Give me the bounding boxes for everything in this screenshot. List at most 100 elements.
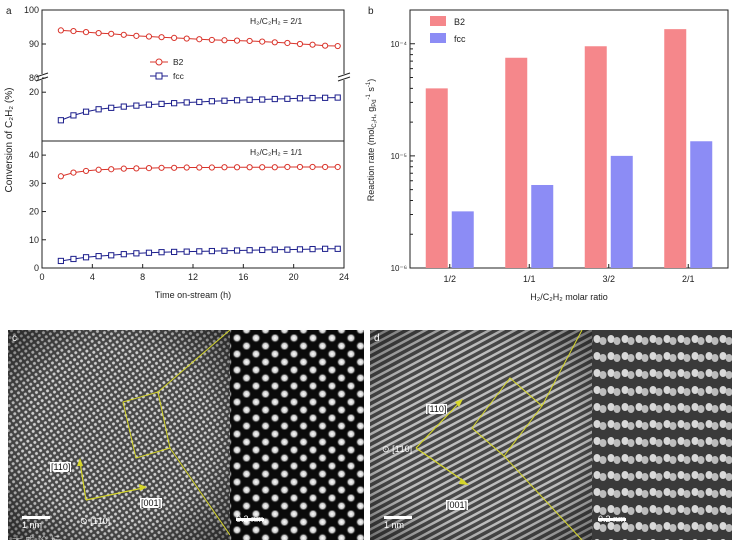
- bottom-fcc-point: [95, 253, 102, 260]
- scale-large-label: 1 nm: [384, 520, 405, 530]
- top-b2-point: [108, 30, 115, 37]
- top-b2-point: [145, 33, 153, 40]
- panel-d-atom-lattice: [592, 330, 732, 540]
- bar-b2-3-2: [584, 46, 607, 269]
- panel-a-ticks: 20 80 90 100 0 10 20 30 40 0 4 8 12 16 20 24: [24, 5, 349, 282]
- zoom-line-top: [157, 330, 230, 393]
- bottom-fcc-point: [296, 246, 304, 253]
- scale-large-label: 1 nm: [22, 520, 43, 530]
- panel-b-chart: b H₂/C₂H₂ molar ratio Reaction rate (mol…: [366, 6, 729, 302]
- top-fcc-point: [296, 95, 304, 102]
- top-fcc-point: [158, 100, 165, 108]
- bottom-fcc-point: [196, 248, 203, 255]
- y-tick-label-top: 20: [29, 87, 39, 97]
- top-b2-point: [57, 27, 64, 34]
- bottom-fcc-point: [120, 251, 127, 258]
- scale-bar-small: [598, 518, 626, 521]
- top-b2-point: [171, 34, 178, 41]
- bottom-fcc-point: [171, 248, 178, 256]
- panel-b-ticks: 10⁻⁶ 10⁻⁵ 10⁻⁴ 1/2 1/1 3/2 2/1: [390, 9, 695, 284]
- bar-b2-1-1: [505, 57, 528, 268]
- legend-fcc: fcc: [150, 71, 185, 81]
- scale-bar-large: [384, 516, 412, 519]
- x-tick-label: 2/1: [682, 274, 695, 284]
- bottom-b2-point: [145, 164, 153, 172]
- panel-a-top-condition: H₂/C₂H₂ = 2/1: [250, 16, 302, 26]
- zone-axis-icon: ⊙: [382, 444, 390, 454]
- top-b2-point: [133, 32, 140, 39]
- panel-d-letter: d: [374, 333, 380, 344]
- bottom-b2-point: [284, 163, 291, 171]
- panel-a-x-label: Time on-stream (h): [155, 290, 231, 300]
- top-b2-point: [82, 28, 90, 36]
- legend-fcc-label: fcc: [454, 34, 466, 44]
- bottom-fcc-point: [221, 247, 228, 254]
- bottom-fcc-point: [57, 257, 64, 265]
- panel-c-atom-lattice: [230, 330, 364, 540]
- arrow-110: [79, 461, 87, 501]
- bar-b2-2-1: [664, 29, 687, 268]
- legend-fcc-label: fcc: [173, 71, 185, 81]
- y-tick-label: 10⁻⁵: [391, 152, 407, 161]
- bottom-fcc-point: [158, 249, 165, 256]
- top-fcc-point: [183, 99, 190, 106]
- panel-b-x-label: H₂/C₂H₂ molar ratio: [530, 292, 608, 302]
- bottom-fcc-point: [334, 245, 341, 252]
- top-fcc-point: [271, 95, 278, 103]
- bottom-fcc-point: [309, 245, 316, 253]
- panel-b-y-label: Reaction rate (molC₂H₄ gPd-1 s-1): [366, 79, 378, 202]
- bottom-fcc-point: [233, 247, 241, 254]
- panel-a-chart: a Conversion of C₂H₂ (%) Time on-stream …: [4, 5, 351, 300]
- bottom-b2-point: [246, 164, 253, 171]
- top-b2-point: [309, 41, 316, 48]
- top-b2-point: [334, 42, 341, 50]
- top-b2-point: [284, 39, 291, 47]
- top-fcc-point: [120, 103, 127, 110]
- zone-axis-icon: ⊙: [80, 516, 88, 526]
- panel-c-lattice: [8, 330, 230, 540]
- y-tick-label-top: 80: [29, 73, 39, 83]
- top-fcc-point: [334, 94, 341, 101]
- zone-axis-label: ⊙ [1̄10]: [80, 516, 111, 526]
- axis-break-right: [337, 72, 351, 82]
- panel-a-y-label: Conversion of C₂H₂ (%): [4, 87, 15, 192]
- panel-b-legend: B2 fcc: [430, 16, 466, 44]
- label-110: [110]: [426, 404, 448, 414]
- x-tick-label: 0: [39, 272, 44, 282]
- top-b2-point: [208, 36, 215, 44]
- x-tick-label: 24: [339, 272, 349, 282]
- bottom-fcc-point: [284, 246, 291, 253]
- top-fcc-point: [233, 97, 241, 104]
- bottom-b2-point: [271, 164, 278, 171]
- top-b2-point: [259, 38, 266, 45]
- panel-d-lattice: [370, 330, 592, 540]
- bottom-b2-point: [196, 164, 203, 171]
- bottom-b2-point: [120, 165, 127, 172]
- panel-a-frame: [41, 9, 345, 269]
- scale-bar-small: [236, 518, 264, 521]
- arrow-110: [415, 401, 461, 449]
- bottom-fcc-point: [259, 246, 266, 254]
- bottom-b2-point: [108, 166, 115, 173]
- top-b2-point: [95, 30, 102, 37]
- label-110: [110]: [50, 462, 72, 472]
- top-fcc-point: [108, 104, 115, 111]
- top-fcc-point: [196, 98, 203, 106]
- panel-b-letter: b: [368, 6, 374, 17]
- scale-bar-large: [22, 516, 50, 519]
- bar-fcc-2-1: [690, 141, 713, 268]
- bottom-fcc-point: [271, 246, 278, 253]
- y-tick-label-bottom: 40: [29, 150, 39, 160]
- x-tick-label: 16: [238, 272, 248, 282]
- y-tick-label-bottom: 0: [34, 263, 39, 273]
- bottom-fcc-point: [322, 245, 329, 252]
- bottom-b2-point: [133, 165, 140, 172]
- zoom-line-bottom: [503, 455, 583, 540]
- top-fcc-point: [57, 117, 64, 124]
- top-b2-point: [233, 37, 241, 44]
- x-tick-label: 12: [188, 272, 198, 282]
- bottom-fcc-point: [82, 254, 90, 261]
- zoom-line-top: [541, 330, 583, 407]
- panel-d-zoom-image: 0.2 nm: [592, 330, 732, 540]
- bottom-fcc-point: [108, 252, 115, 259]
